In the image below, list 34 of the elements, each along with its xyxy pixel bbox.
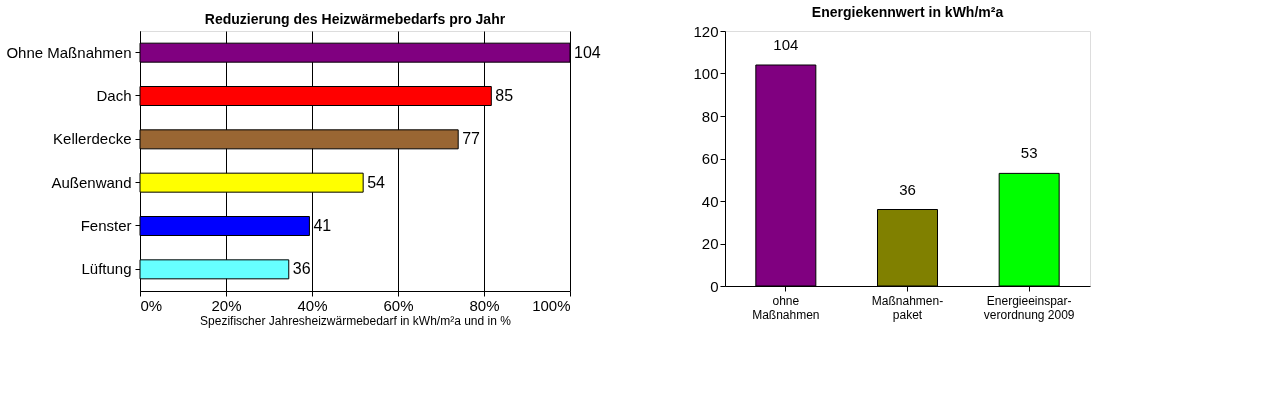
y-tick-label: Kellerdecke <box>53 130 132 148</box>
data-label: 104 <box>773 36 799 53</box>
x-tick-label: 20% <box>211 296 242 314</box>
annotation: 36 <box>292 260 311 278</box>
x-tick-label: ohne Maßnahmen <box>752 293 820 322</box>
y-tick-label: Fenster <box>80 217 132 234</box>
x-axis-title: Spezifischer Jahresheizwärmebedarf in kWh/m²a und in % <box>200 313 512 328</box>
x-tick-label: 60% <box>383 296 414 314</box>
annotation: 41 <box>313 217 332 234</box>
x-tick-label: 100% <box>532 296 571 314</box>
y-tick-label: 120 <box>693 22 719 40</box>
x-tick-label: Energieeinspar-verordnung 2009 <box>983 293 1075 322</box>
y-tick-label: Dach <box>96 87 132 104</box>
annotation: 104 <box>574 43 601 61</box>
y-tick-label: 40 <box>701 192 719 210</box>
data-label: 36 <box>899 180 916 198</box>
y-tick-label: 80 <box>701 107 719 125</box>
x-tick-label: 80% <box>469 296 500 314</box>
x-tick-label: 0% <box>140 296 163 314</box>
x-tick-label: Maßnahmen-paket <box>871 293 944 322</box>
y-tick-label: 100 <box>693 65 719 82</box>
x-tick-label: 40% <box>297 296 328 314</box>
y-tick-label: Lüftung <box>81 260 132 278</box>
chart-title: Energiekennwert in kWh/m²a <box>811 4 1004 20</box>
annotation: 77 <box>462 130 481 148</box>
annotation: 54 <box>367 173 386 191</box>
y-tick-label: Ohne Maßnahmen <box>6 43 132 61</box>
y-tick-label: 0 <box>710 277 719 295</box>
data-label: 53 <box>1020 144 1038 162</box>
y-tick-label: 60 <box>701 150 719 167</box>
y-tick-label: 20 <box>701 235 719 252</box>
chart-title: Reduzierung des Heizwärmebedarfs pro Jahr <box>204 11 506 27</box>
annotation: 85 <box>495 87 514 104</box>
y-tick-label: Außenwand <box>51 173 132 191</box>
